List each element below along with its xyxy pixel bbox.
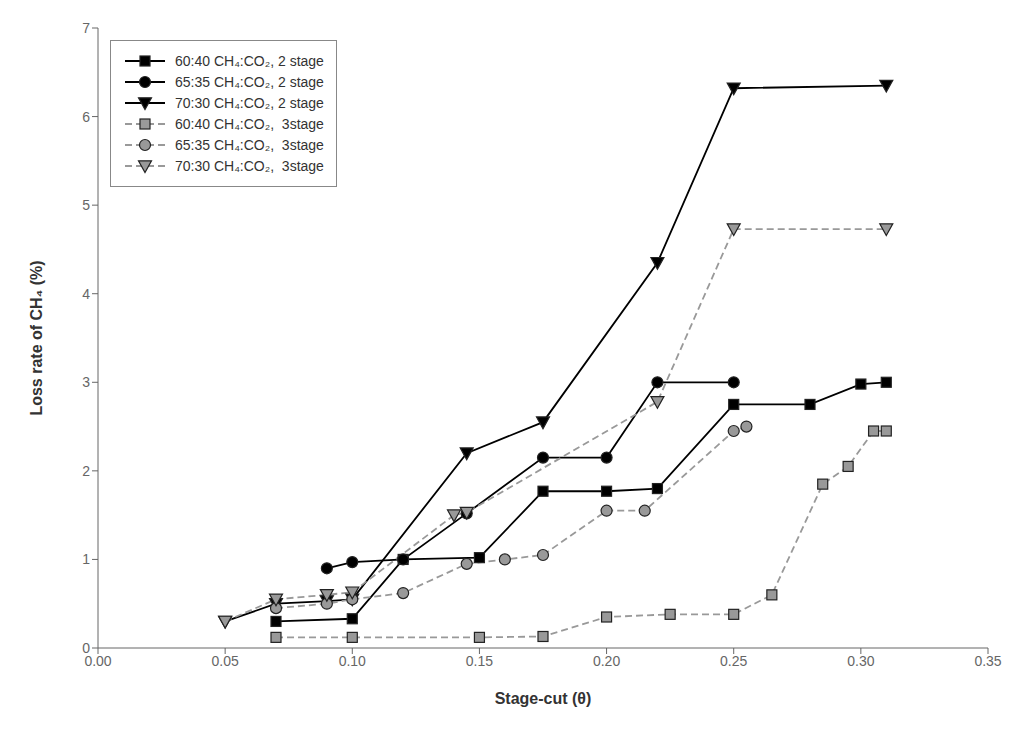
svg-text:6: 6 xyxy=(82,109,90,125)
svg-text:Loss rate of CH₄ (%): Loss rate of CH₄ (%) xyxy=(28,260,45,415)
svg-text:3: 3 xyxy=(82,374,90,390)
svg-text:Stage-cut (θ): Stage-cut (θ) xyxy=(495,690,592,707)
svg-text:0: 0 xyxy=(82,640,90,656)
svg-text:2: 2 xyxy=(82,463,90,479)
svg-text:0.05: 0.05 xyxy=(212,653,239,669)
svg-text:1: 1 xyxy=(82,551,90,567)
html-text:60:40 CH₄:CO₂, 2 stage: 60:40 CH₄:CO₂, 2 stage xyxy=(175,53,324,69)
html-text:70:30 CH₄:CO₂, 3stage: 70:30 CH₄:CO₂, 3stage xyxy=(175,158,324,174)
html-text:70:30 CH₄:CO₂, 2 stage: 70:30 CH₄:CO₂, 2 stage xyxy=(175,95,324,111)
svg-text:0.25: 0.25 xyxy=(720,653,747,669)
svg-text:0.15: 0.15 xyxy=(466,653,493,669)
html-text:65:35 CH₄:CO₂, 3stage: 65:35 CH₄:CO₂, 3stage xyxy=(175,137,324,153)
svg-text:0.30: 0.30 xyxy=(847,653,874,669)
svg-text:0.00: 0.00 xyxy=(84,652,112,669)
svg-text:7: 7 xyxy=(82,20,90,36)
svg-text:0.20: 0.20 xyxy=(593,653,620,669)
svg-text:5: 5 xyxy=(82,197,90,213)
html-text:65:35 CH₄:CO₂, 2 stage: 65:35 CH₄:CO₂, 2 stage xyxy=(175,74,324,90)
svg-text:4: 4 xyxy=(82,286,90,302)
svg-text:0.35: 0.35 xyxy=(974,653,1001,669)
html-text:60:40 CH₄:CO₂, 3stage: 60:40 CH₄:CO₂, 3stage xyxy=(175,116,324,132)
svg-text:0.10: 0.10 xyxy=(339,653,366,669)
